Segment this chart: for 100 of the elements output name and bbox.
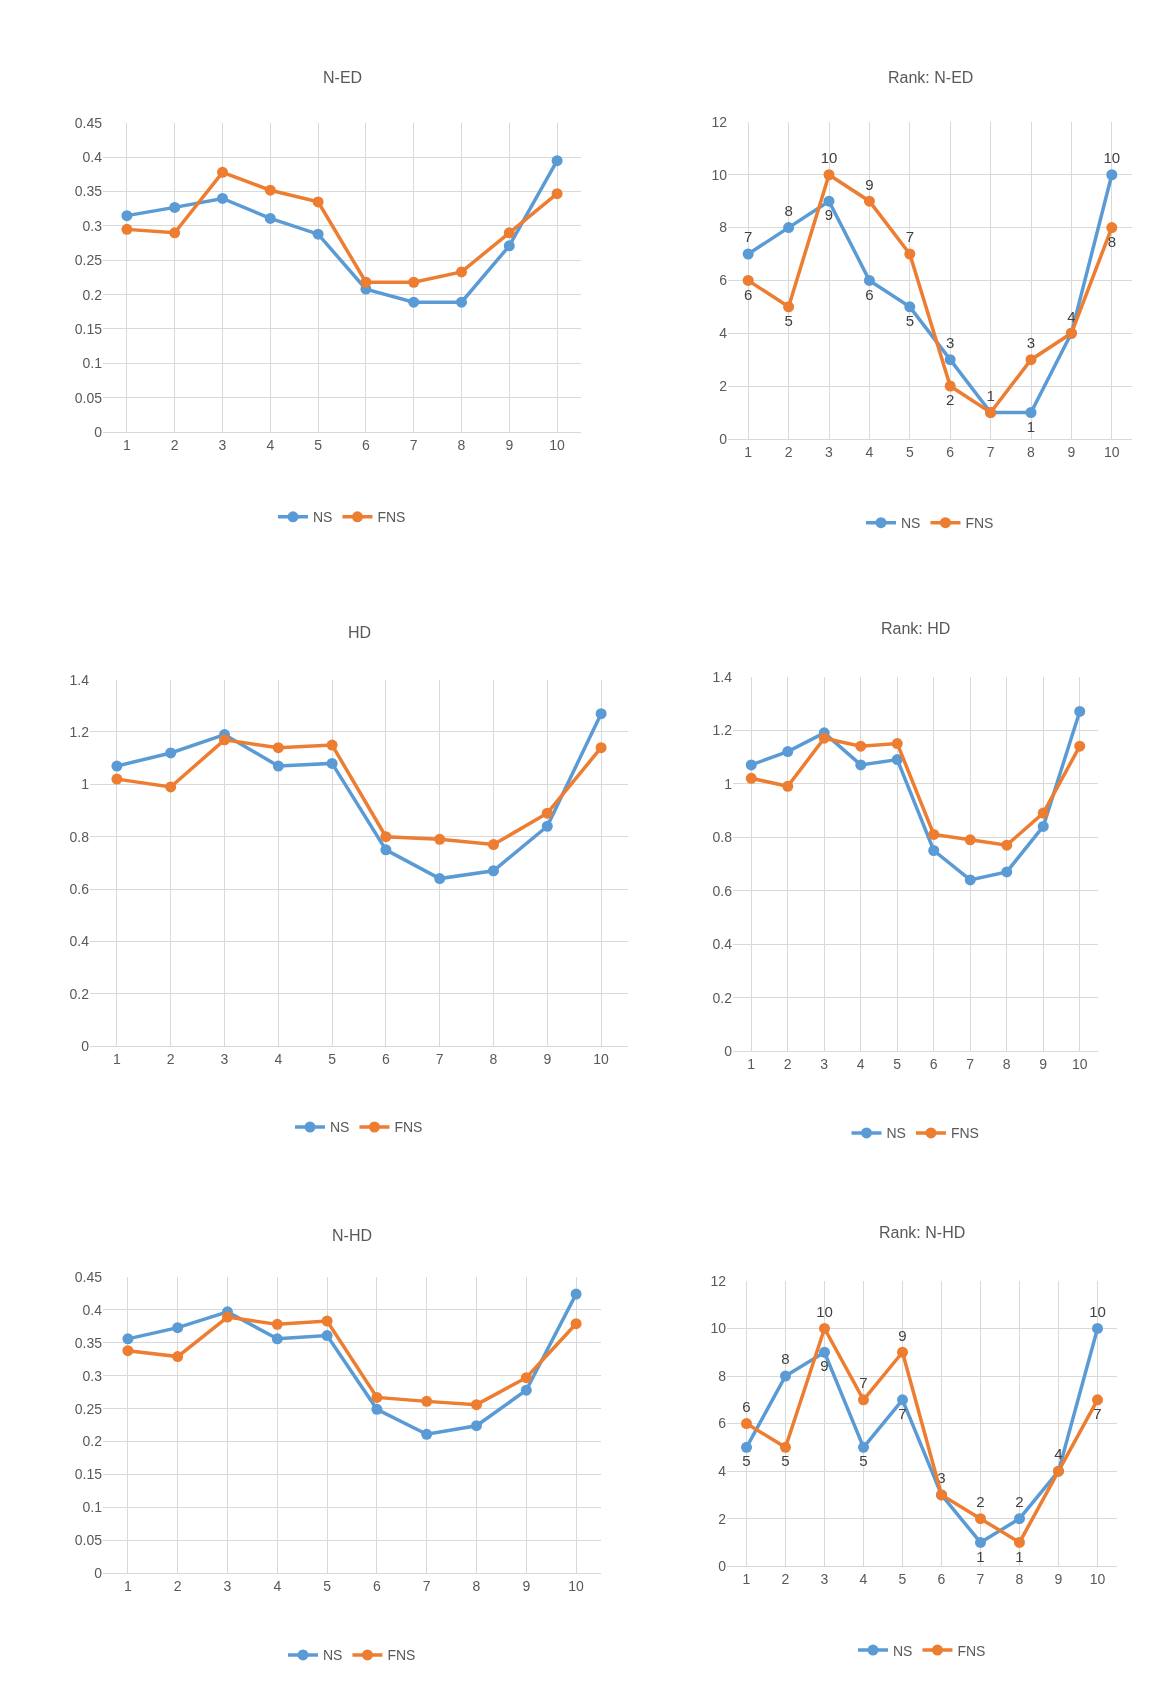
y-tick-label: 0.3 [82,217,103,234]
x-tick-label: 2 [170,436,179,453]
y-tick-label: 2 [719,377,728,394]
x-tick-label: 1 [113,1050,121,1067]
y-tick-label: 0.1 [82,355,103,372]
x-tick-label: 6 [382,1050,390,1067]
data-label: 5 [781,1452,790,1470]
x-tick-label: 6 [946,443,955,460]
chart-title: HD [348,624,372,641]
point [897,1394,908,1406]
data-label: 5 [859,1452,868,1470]
point [595,742,607,754]
y-tick-label: 0.2 [69,985,90,1002]
point [595,708,607,720]
point [1025,407,1037,418]
x-tick-label: 2 [781,1571,790,1588]
x-tick-label: 1 [744,443,753,460]
point [371,1403,383,1415]
x-tick-label: 8 [1002,1055,1011,1072]
point [111,760,123,772]
data-label: 10 [820,149,838,167]
point [471,1399,482,1411]
point [172,1322,184,1334]
y-tick-label: 4 [719,325,728,342]
x-tick-label: 6 [937,1571,946,1588]
x-tick-label: 1 [747,1055,756,1072]
point [326,739,338,751]
point [742,274,754,286]
point [964,874,976,886]
point [408,296,420,308]
point [371,1391,383,1403]
y-tick-label: 6 [719,272,728,289]
data-label: 10 [1103,149,1121,167]
x-tick-label: 2 [783,1055,792,1072]
point [818,732,830,744]
y-tick-label: 4 [718,1463,727,1480]
point [488,865,499,877]
x-tick-label: 8 [457,436,466,453]
x-tick-label: 6 [373,1577,381,1594]
y-tick-label: 0.2 [82,1433,103,1450]
y-tick-label: 0.6 [712,882,733,899]
x-tick-label: 10 [549,436,566,453]
data-label: 7 [1093,1404,1102,1422]
data-label: 2 [946,391,955,409]
x-tick-label: 1 [742,1571,751,1588]
y-tick-label: 0.35 [74,1334,103,1351]
point [783,222,795,234]
point [928,828,940,840]
point [520,1372,532,1384]
point [1074,740,1086,752]
point [944,354,956,366]
x-tick-label: 2 [784,443,793,460]
x-tick-label: 3 [820,1055,829,1072]
x-tick-label: 9 [543,1050,552,1067]
point [421,1428,433,1440]
point [823,169,835,181]
point [165,781,177,793]
point [858,1394,869,1406]
point [312,228,324,240]
point [312,196,324,208]
point [742,248,754,260]
data-label: 1 [1026,417,1036,435]
point [172,1351,184,1363]
legend-label: NS [893,1642,913,1659]
legend-label: NS [323,1647,343,1664]
y-tick-label: 0.2 [712,989,733,1006]
point [488,839,499,851]
point [321,1330,333,1342]
point [944,380,956,392]
y-tick-label: 1.4 [69,671,90,688]
chart-title: Rank: N-ED [888,69,974,86]
point [520,1384,532,1396]
y-tick-label: 0.05 [74,389,103,406]
point [271,1318,283,1330]
y-tick-label: 0 [81,1038,90,1055]
x-tick-label: 3 [220,1050,229,1067]
x-tick-label: 3 [820,1571,829,1588]
data-label: 5 [784,311,793,329]
data-label: 3 [1026,334,1036,352]
y-tick-label: 10 [711,166,728,183]
data-label: 5 [905,311,914,329]
x-tick-label: 4 [266,436,275,453]
data-label: 6 [744,285,753,303]
point [928,845,940,857]
y-tick-label: 0 [718,1558,727,1575]
point [904,248,916,260]
x-tick-label: 4 [274,1050,283,1067]
point [471,1420,482,1432]
point [858,1441,869,1453]
point [1001,866,1013,878]
y-tick-label: 8 [718,1367,727,1384]
y-tick-label: 2 [718,1510,727,1527]
point [782,746,794,758]
chart-title: N-ED [323,69,363,86]
x-tick-label: 9 [505,436,514,453]
data-label: 7 [744,228,753,246]
data-label: 8 [784,201,793,219]
point [1025,354,1037,366]
y-tick-label: 0.05 [74,1532,103,1549]
point [741,1418,752,1430]
